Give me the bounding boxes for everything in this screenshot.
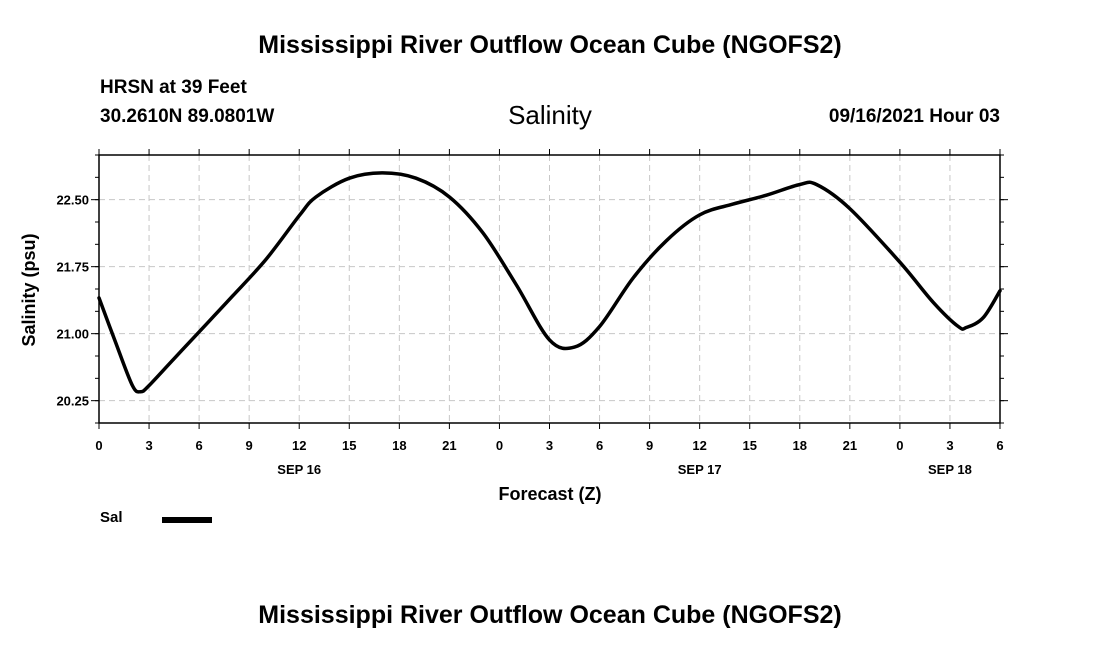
date-label: SEP 18	[928, 462, 972, 477]
x-tick-label: 6	[996, 438, 1003, 453]
x-tick-label: 0	[496, 438, 503, 453]
x-tick-labels: 0 3 6 9 12 15 18 21 0 3 6 9 12 15 18 21 0 3 6	[95, 438, 1003, 453]
y-tick-label: 21.00	[56, 327, 89, 342]
x-tick-label: 6	[195, 438, 202, 453]
x-tick-label: 9	[246, 438, 253, 453]
x-tick-label: 18	[392, 438, 406, 453]
grid-lines	[99, 155, 1000, 423]
y-tick-labels: 20.25 21.00 21.75 22.50	[56, 193, 89, 409]
y-axis-title: Salinity (psu)	[19, 233, 39, 346]
y-tick-label: 20.25	[56, 394, 89, 409]
chart-title-bottom: Mississippi River Outflow Ocean Cube (NG…	[258, 601, 842, 629]
x-tick-label: 3	[946, 438, 953, 453]
x-tick-label: 12	[292, 438, 306, 453]
x-tick-label: 0	[95, 438, 102, 453]
x-tick-label: 0	[896, 438, 903, 453]
x-tick-label: 9	[646, 438, 653, 453]
date-labels: SEP 16 SEP 17 SEP 18	[277, 462, 972, 477]
x-tick-label: 3	[145, 438, 152, 453]
forecast-timestamp: 09/16/2021 Hour 03	[828, 106, 1000, 127]
legend-label: Sal	[100, 509, 123, 526]
series-line-sal	[97, 171, 1002, 394]
x-tick-label: 21	[442, 438, 456, 453]
x-tick-label: 18	[793, 438, 807, 453]
x-tick-label: 12	[692, 438, 706, 453]
date-label: SEP 17	[678, 462, 722, 477]
x-tick-label: 15	[742, 438, 756, 453]
axis-ticks	[91, 149, 1008, 429]
coordinates-label: 30.2610N 89.0801W	[100, 106, 275, 127]
date-label: SEP 16	[277, 462, 321, 477]
station-label: HRSN at 39 Feet	[100, 77, 247, 98]
x-tick-label: 21	[843, 438, 857, 453]
variable-title: Salinity	[508, 100, 592, 130]
chart-title-top: Mississippi River Outflow Ocean Cube (NG…	[258, 31, 842, 59]
x-tick-label: 15	[342, 438, 356, 453]
y-tick-label: 21.75	[56, 260, 89, 275]
x-axis-title: Forecast (Z)	[498, 484, 601, 504]
x-tick-label: 3	[546, 438, 553, 453]
x-tick-label: 6	[596, 438, 603, 453]
y-tick-label: 22.50	[56, 193, 89, 208]
